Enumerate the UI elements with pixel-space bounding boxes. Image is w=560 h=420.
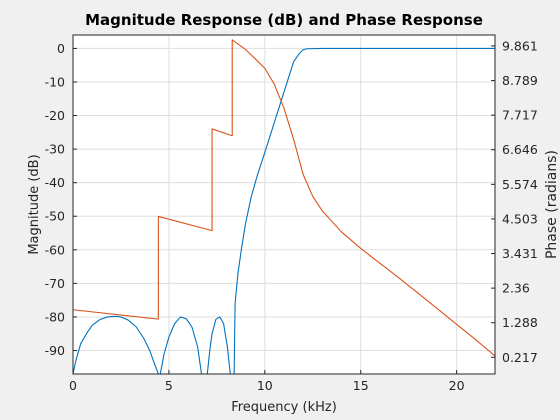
y-tick-label: -70: [45, 276, 65, 291]
phase-response-line: [73, 39, 495, 357]
y2-tick-label: 9.861: [502, 38, 538, 53]
y-tick-label: -90: [45, 343, 65, 358]
y2-tick-label: 4.503: [502, 211, 538, 226]
y-tick-label: -40: [45, 175, 65, 190]
y-tick-label: -20: [45, 108, 65, 123]
x-tick-label: 5: [165, 378, 173, 393]
series-lines: [73, 39, 495, 374]
y2-tick-label: 2.36: [502, 281, 530, 296]
y-tick-label: -50: [45, 209, 65, 224]
y2-tick-label: 3.431: [502, 246, 538, 261]
y2-tick-label: 6.646: [502, 142, 538, 157]
x-axis-label: Frequency (kHz): [231, 400, 337, 415]
y-tick-label: -60: [45, 242, 65, 257]
y2-tick-label: 7.717: [502, 108, 538, 123]
chart-title: Magnitude Response (dB) and Phase Respon…: [85, 11, 483, 29]
grid-lines: [72, 35, 495, 374]
y2-tick-label: 5.574: [502, 177, 538, 192]
magnitude-response-line: [73, 47, 495, 374]
y-tick-label: -30: [45, 142, 65, 157]
plot-area: [73, 35, 495, 374]
y2-tick-label: 0.217: [502, 350, 538, 365]
x-tick-label: 15: [353, 378, 369, 393]
x-tick-label: 10: [257, 378, 273, 393]
y2-tick-label: 1.288: [502, 315, 538, 330]
y-tick-label: -80: [45, 309, 65, 324]
y-tick-label: 0: [57, 41, 65, 56]
y-tick-label: -10: [45, 74, 65, 89]
plot-frame: [72, 34, 496, 375]
x-tick-label: 20: [449, 378, 465, 393]
tick-marks: 0 5 10 15 20 0 -10 -20 -30 -40 -50 -60 -70 -80 -90 9.86…: [45, 38, 538, 393]
y-axis-label: Magnitude (dB): [27, 154, 42, 254]
y2-tick-label: 8.789: [502, 73, 538, 88]
x-tick-label: 0: [69, 378, 77, 393]
y2-axis-label: Phase (radians): [544, 150, 560, 259]
